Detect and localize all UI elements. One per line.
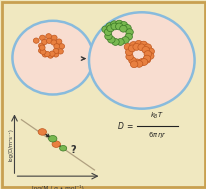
Circle shape xyxy=(53,52,59,57)
Circle shape xyxy=(139,41,147,48)
Circle shape xyxy=(46,34,51,39)
Circle shape xyxy=(143,44,151,51)
Text: $D\ =$: $D\ =$ xyxy=(116,120,134,131)
Circle shape xyxy=(115,20,122,27)
Text: log(M / g • mol⁻¹): log(M / g • mol⁻¹) xyxy=(32,185,83,189)
Circle shape xyxy=(123,25,131,31)
Circle shape xyxy=(105,23,113,29)
Circle shape xyxy=(133,59,140,66)
Circle shape xyxy=(143,51,151,57)
Circle shape xyxy=(89,12,194,109)
Circle shape xyxy=(33,38,39,43)
Circle shape xyxy=(40,49,46,54)
Circle shape xyxy=(42,52,48,57)
Circle shape xyxy=(51,40,56,45)
Circle shape xyxy=(124,43,131,50)
Circle shape xyxy=(140,59,147,65)
Circle shape xyxy=(46,38,52,43)
Circle shape xyxy=(52,141,60,147)
Circle shape xyxy=(130,61,137,68)
Circle shape xyxy=(48,136,57,142)
Circle shape xyxy=(111,39,119,45)
Circle shape xyxy=(39,35,45,40)
Text: log(D/m²s⁻¹): log(D/m²s⁻¹) xyxy=(8,128,13,161)
Circle shape xyxy=(119,22,127,28)
Circle shape xyxy=(125,49,132,56)
Circle shape xyxy=(56,39,62,44)
Circle shape xyxy=(143,55,150,62)
Circle shape xyxy=(125,53,133,60)
Circle shape xyxy=(141,46,149,53)
Circle shape xyxy=(125,29,133,36)
Circle shape xyxy=(129,42,137,48)
Circle shape xyxy=(137,44,145,51)
Circle shape xyxy=(41,39,47,45)
Circle shape xyxy=(128,45,135,52)
Circle shape xyxy=(135,60,142,67)
Circle shape xyxy=(116,39,124,45)
Circle shape xyxy=(59,146,66,151)
Circle shape xyxy=(128,57,136,64)
Circle shape xyxy=(106,25,114,32)
Circle shape xyxy=(138,59,145,65)
Text: $k_BT$: $k_BT$ xyxy=(150,111,163,121)
Circle shape xyxy=(38,48,44,53)
Circle shape xyxy=(124,33,132,40)
Circle shape xyxy=(59,44,64,49)
Circle shape xyxy=(146,48,154,55)
Circle shape xyxy=(57,49,63,54)
Circle shape xyxy=(134,40,142,47)
Circle shape xyxy=(119,25,126,32)
Circle shape xyxy=(53,48,59,54)
Text: ?: ? xyxy=(70,145,76,155)
Circle shape xyxy=(121,37,129,43)
Circle shape xyxy=(101,26,109,33)
Circle shape xyxy=(54,44,59,49)
Circle shape xyxy=(146,53,153,59)
Circle shape xyxy=(47,53,53,58)
Circle shape xyxy=(110,21,117,28)
Text: $6\pi\,\eta r$: $6\pi\,\eta r$ xyxy=(147,130,166,140)
Circle shape xyxy=(132,43,140,50)
Circle shape xyxy=(143,56,150,63)
Circle shape xyxy=(104,29,111,36)
Circle shape xyxy=(104,33,112,40)
Circle shape xyxy=(51,35,57,40)
FancyBboxPatch shape xyxy=(2,2,204,187)
Circle shape xyxy=(39,45,45,50)
Circle shape xyxy=(107,36,115,43)
Circle shape xyxy=(38,43,44,48)
Circle shape xyxy=(110,23,118,30)
Circle shape xyxy=(38,129,46,135)
Circle shape xyxy=(12,21,93,94)
Circle shape xyxy=(115,23,122,30)
Circle shape xyxy=(49,51,55,56)
Circle shape xyxy=(44,51,50,57)
